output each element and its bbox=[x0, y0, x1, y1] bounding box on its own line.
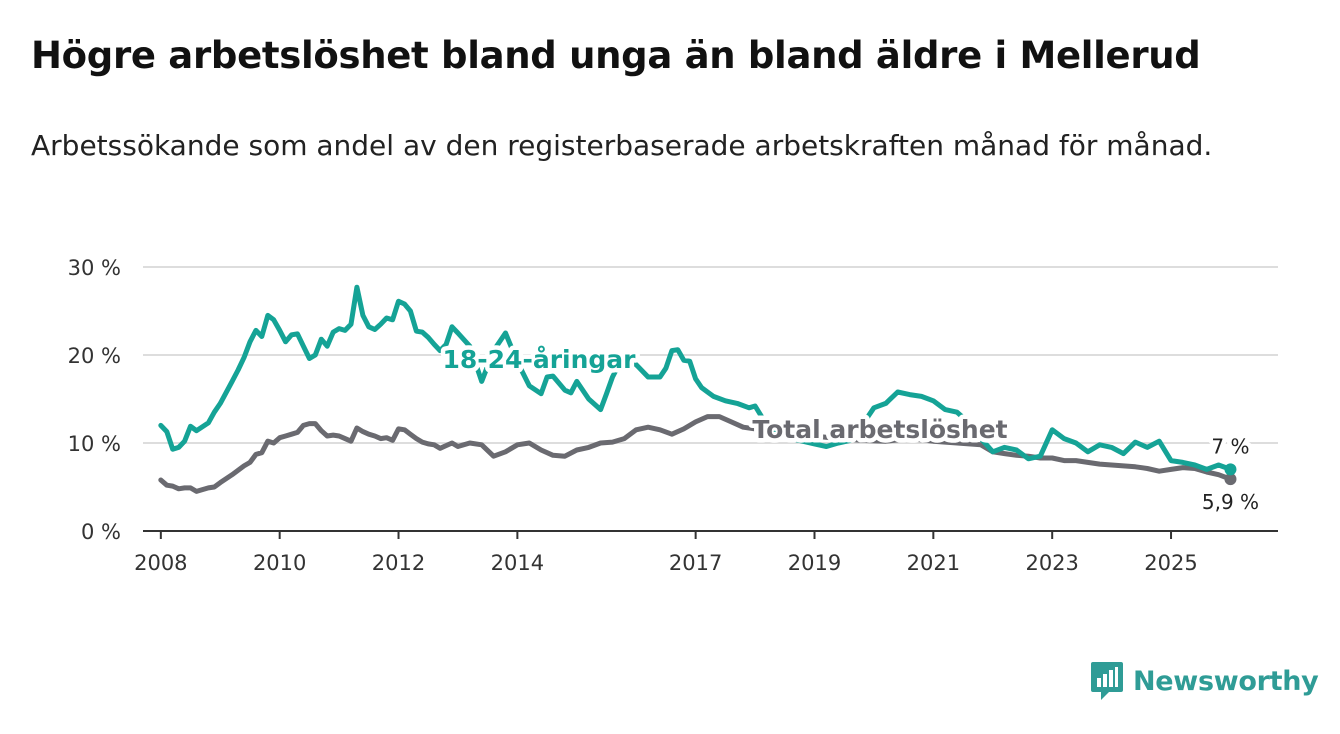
youth-line bbox=[158, 284, 1233, 472]
x-tick-label: 2021 bbox=[907, 551, 960, 575]
total-end-label: 5,9 % bbox=[1202, 490, 1259, 514]
x-tick-label: 2023 bbox=[1025, 551, 1078, 575]
brand-name: Newsworthy bbox=[1133, 665, 1319, 697]
total-line bbox=[158, 414, 1233, 494]
series-lines bbox=[158, 284, 1237, 494]
y-tick-label: 20 % bbox=[68, 344, 121, 368]
x-tick-label: 2012 bbox=[372, 551, 425, 575]
y-axis-ticks: 0 % 10 % 20 % 30 % bbox=[68, 256, 121, 544]
total-series-label: Total arbetslöshet bbox=[752, 415, 1007, 444]
chart-title: Högre arbetslöshet bland unga än bland ä… bbox=[31, 34, 1201, 77]
bar-chart-icon bbox=[1091, 662, 1123, 700]
chart-subtitle: Arbetssökande som andel av den registerb… bbox=[31, 129, 1213, 162]
series-labels: 18-24-åringar Total arbetslöshet 7 % 5,9 % bbox=[438, 341, 1264, 519]
newsworthy-logo[interactable]: Newsworthy bbox=[1089, 660, 1319, 702]
y-tick-label: 10 % bbox=[68, 432, 121, 456]
y-tick-label: 30 % bbox=[68, 256, 121, 280]
x-tick-label: 2019 bbox=[788, 551, 841, 575]
x-tick-label: 2008 bbox=[134, 551, 187, 575]
youth-series-label: 18-24-åringar bbox=[443, 345, 637, 374]
x-tick-label: 2014 bbox=[491, 551, 544, 575]
youth-end-point bbox=[1224, 463, 1237, 476]
gridlines bbox=[143, 266, 1278, 444]
y-tick-label: 0 % bbox=[81, 520, 121, 544]
x-tick-label: 2025 bbox=[1144, 551, 1197, 575]
x-tick-label: 2017 bbox=[669, 551, 722, 575]
x-axis: 2008 2010 2012 2014 2017 2019 2021 2023 2025 bbox=[134, 530, 1278, 575]
x-tick-label: 2010 bbox=[253, 551, 306, 575]
youth-end-label: 7 % bbox=[1211, 434, 1249, 458]
total-end-point bbox=[1224, 473, 1237, 486]
